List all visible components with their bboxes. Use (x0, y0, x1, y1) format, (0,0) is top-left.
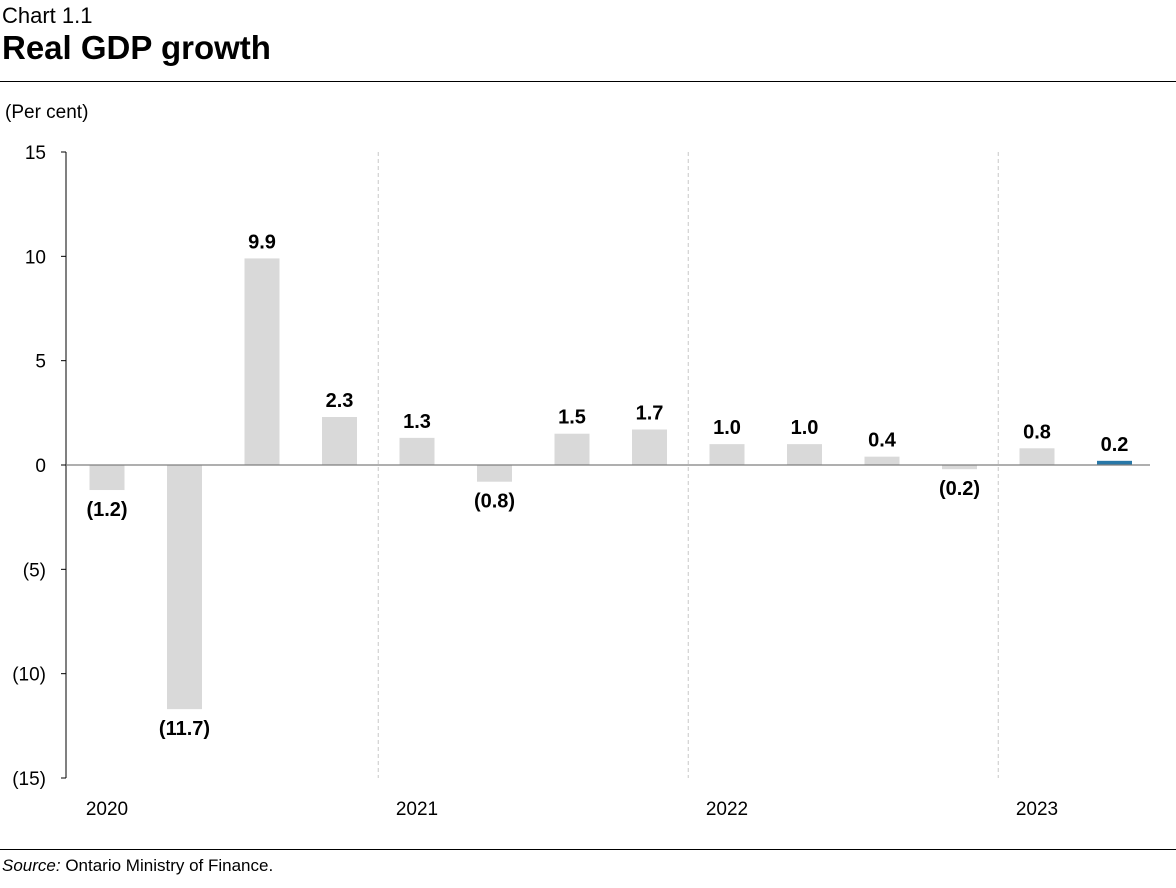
data-label: 0.4 (868, 430, 897, 452)
bar (244, 258, 280, 465)
y-axis-unit-label: (Per cent) (5, 102, 89, 123)
bar (554, 433, 590, 465)
bar (322, 417, 357, 465)
y-tick-label: 0 (35, 456, 46, 477)
y-tick-label: 10 (25, 247, 46, 268)
y-tick-label: (10) (12, 665, 46, 686)
bar (477, 465, 512, 482)
bar (167, 465, 202, 710)
bar (787, 444, 822, 465)
data-label: (0.8) (474, 491, 515, 513)
bar (1019, 448, 1055, 465)
chart-number: Chart 1.1 (2, 3, 93, 28)
bottom-rule (0, 849, 1176, 850)
chart-header: Chart 1.1 Real GDP growth (2, 4, 271, 68)
data-label: (0.2) (939, 478, 980, 500)
data-label: 1.7 (636, 403, 664, 425)
data-label: 1.0 (791, 417, 819, 439)
data-label: 2.3 (326, 390, 354, 412)
x-year-label: 2023 (1016, 799, 1058, 820)
y-tick-label: (5) (23, 560, 46, 581)
y-tick-label: 5 (35, 352, 46, 373)
bar (942, 465, 977, 470)
bar (632, 429, 667, 465)
data-label: 1.3 (403, 411, 431, 433)
data-label: 1.0 (713, 417, 741, 439)
bar (399, 437, 435, 465)
source-label: Source: (2, 856, 61, 875)
chart-title: Real GDP growth (2, 29, 271, 66)
top-rule (0, 81, 1176, 82)
source-text: Ontario Ministry of Finance. (65, 856, 274, 875)
bar (1097, 460, 1132, 465)
data-label: 9.9 (248, 231, 276, 253)
bar (864, 456, 900, 465)
data-label: (11.7) (159, 718, 210, 740)
data-label: (1.2) (86, 499, 127, 521)
bar (709, 444, 745, 465)
bar (89, 465, 125, 491)
x-year-label: 2020 (86, 799, 128, 820)
data-label: 0.8 (1023, 421, 1051, 443)
data-label: 0.2 (1101, 434, 1129, 456)
y-tick-label: 15 (25, 143, 46, 164)
source-note: Source: Ontario Ministry of Finance. (2, 856, 273, 876)
x-year-label: 2021 (396, 799, 438, 820)
data-label: 1.5 (558, 407, 586, 429)
y-tick-label: (15) (12, 769, 46, 790)
x-year-label: 2022 (706, 799, 748, 820)
